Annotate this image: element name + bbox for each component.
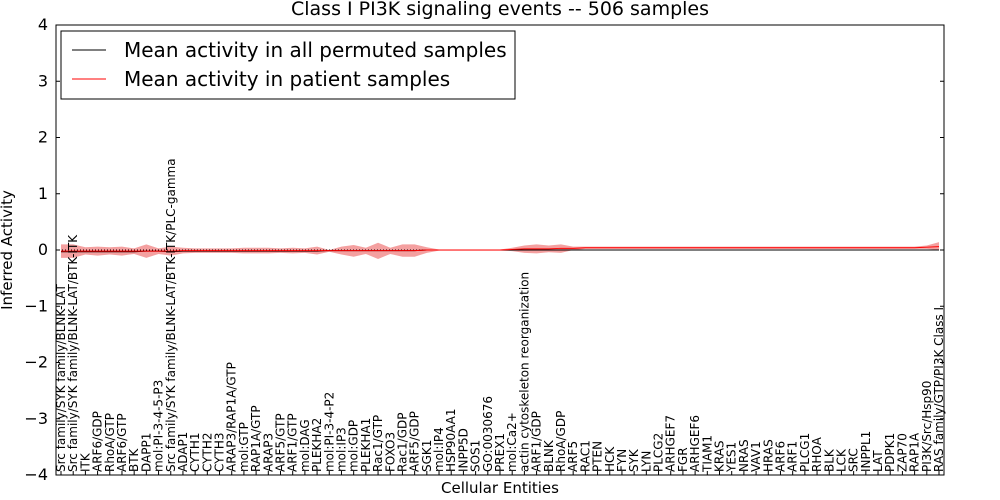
y-tick-label: −1: [24, 296, 48, 315]
x-category-label: FGR: [676, 447, 690, 472]
x-category-label: mol:PI-3-4-5-P3: [152, 380, 166, 472]
x-category-label: ZAP70: [895, 433, 909, 472]
x-category-label: BLK: [822, 448, 836, 472]
x-category-label: mol:GDP: [347, 420, 361, 472]
x-category-label: PLEKHA2: [310, 418, 324, 472]
y-tick-label: 3: [38, 71, 48, 90]
x-category-label: FOXO3: [383, 432, 397, 472]
x-category-label: ARAP3: [261, 433, 275, 472]
x-category-label: BLNK: [542, 439, 556, 472]
x-category-label: ARF1/GDP: [530, 411, 544, 472]
x-category-label: TIAM1: [700, 435, 714, 473]
x-category-label: ARHGEF6: [688, 415, 702, 472]
y-tick-label: 1: [38, 184, 48, 203]
x-category-label: ARF1/GTP: [286, 413, 300, 472]
x-category-label: mol:GTP: [237, 422, 251, 472]
legend-label-patient: Mean activity in patient samples: [124, 67, 450, 91]
x-category-label: SGK1: [420, 440, 434, 472]
x-category-label: VAV1: [749, 441, 763, 472]
y-tick-label: −3: [24, 409, 48, 428]
x-category-label: INPPL1: [859, 431, 873, 472]
y-tick-label: 4: [38, 15, 48, 34]
x-category-label: ARF5/GTP: [274, 413, 288, 472]
x-category-label: FYN: [615, 449, 629, 472]
x-category-label: RAP1A: [908, 432, 922, 472]
x-category-label: HRAS: [761, 439, 775, 472]
x-category-label: ARF6: [773, 441, 787, 472]
x-category-label: Src family/SYK family/BLNK-LAT/BTK-ITK: [66, 234, 80, 472]
x-category-label: ARF5/GDP: [408, 411, 422, 472]
x-category-label: LYN: [639, 451, 653, 472]
x-category-label: Src family/SYK family/BLNK-LAT: [54, 283, 68, 472]
x-category-label: CYTH3: [213, 433, 227, 473]
x-category-label: PREX1: [493, 433, 507, 472]
x-category-label: mol:PI-3-4-P2: [322, 392, 336, 472]
x-category-label: RAC1: [578, 440, 592, 472]
x-category-label: YES1: [725, 442, 739, 473]
x-category-label: RhoA/GTP: [103, 413, 117, 472]
patient-mean-line: [61, 246, 940, 252]
x-category-label: ARHGEF7: [664, 415, 678, 472]
y-axis-title: Inferred Activity: [0, 190, 16, 310]
x-category-label: PLCG1: [798, 433, 812, 472]
x-category-label: PLEKHA1: [359, 418, 373, 472]
y-tick-label: 2: [38, 128, 48, 147]
x-category-label: CYTH2: [200, 433, 214, 473]
x-category-label: actin cytoskeleton reorganization: [517, 272, 531, 472]
x-category-label: ARF1: [786, 441, 800, 472]
x-category-label: mol:Ca2+: [505, 412, 519, 472]
x-category-label: HCK: [603, 446, 617, 472]
legend: Mean activity in all permuted samples Me…: [60, 30, 516, 100]
y-tick-label: −4: [24, 465, 48, 484]
x-category-label: SYK: [627, 448, 641, 472]
x-category-label: Src family/SYK family/BLNK-LAT/BTK-ITK/P…: [164, 158, 178, 472]
x-category-label: CYTH1: [188, 433, 202, 473]
x-category-label: mol:DAG: [298, 419, 312, 472]
x-category-label: NRAS: [737, 439, 751, 472]
x-category-label: GO:0030676: [481, 396, 495, 472]
x-category-label: BTK: [127, 447, 141, 472]
x-category-label: ADAP1: [176, 432, 190, 472]
legend-box: [60, 30, 516, 100]
x-category-label: DAPP1: [139, 433, 153, 472]
x-category-label: PDPK1: [883, 433, 897, 472]
y-tick-label: −2: [24, 353, 48, 372]
x-category-label: PI3K/Src/Hsp90: [920, 381, 934, 472]
patient-variability-band: [61, 242, 939, 259]
x-category-label: RAS family/GTP/PI3K Class I: [932, 307, 946, 472]
x-category-label: RAP1A/GTP: [249, 405, 263, 472]
x-category-label: KRAS: [713, 440, 727, 472]
x-category-label: ARF5: [566, 441, 580, 472]
x-category-label: SOS1: [469, 440, 483, 472]
x-category-label: mol:IP3: [334, 427, 348, 472]
x-axis-title: Cellular Entities: [441, 479, 559, 497]
x-category-label: ARF6/GTP: [115, 413, 129, 472]
x-category-label: Rac1/GDP: [395, 413, 409, 472]
chart-title: Class I PI3K signaling events -- 506 sam…: [291, 0, 709, 20]
x-category-label: PTEN: [591, 441, 605, 472]
x-category-label: LAT: [871, 450, 885, 472]
x-category-label: RhoA/GDP: [554, 411, 568, 472]
x-category-label: RHOA: [810, 436, 824, 472]
x-category-label: LCK: [834, 448, 848, 472]
x-category-label: ARF6/GDP: [91, 411, 105, 472]
y-tick-label: 0: [38, 240, 48, 259]
x-category-label: Rac1/GTP: [371, 415, 385, 472]
x-category-label: INPP5D: [456, 428, 470, 472]
legend-label-permuted: Mean activity in all permuted samples: [124, 38, 507, 62]
x-category-label: ARAP3/RAP1A/GTP: [225, 362, 239, 472]
x-category-label: PLCG2: [652, 433, 666, 472]
x-category-label: ITK: [78, 452, 92, 472]
x-category-label: SRC: [847, 448, 861, 472]
x-category-label: mol:IP4: [432, 427, 446, 472]
x-category-label: HSP90AA1: [444, 408, 458, 472]
